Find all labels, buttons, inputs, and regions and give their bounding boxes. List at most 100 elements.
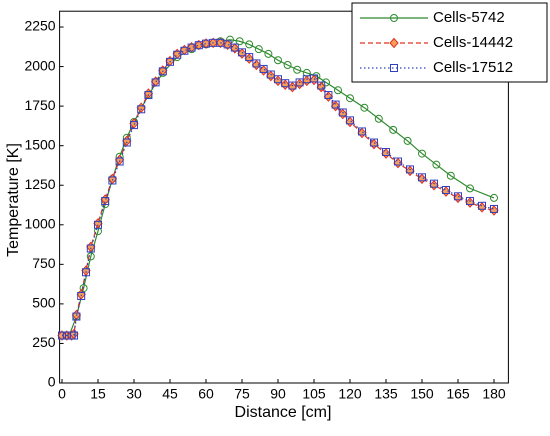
data-point — [374, 114, 383, 123]
series-line — [62, 42, 495, 337]
data-point — [108, 176, 117, 185]
y-tick-label: 500 — [32, 295, 56, 311]
data-point — [490, 193, 498, 202]
data-point — [293, 65, 302, 74]
x-tick-label: 135 — [374, 386, 398, 402]
x-tick-label: 105 — [302, 386, 326, 402]
x-tick-label: 0 — [58, 386, 66, 402]
data-point — [381, 148, 391, 159]
legend-label: Cells-14442 — [433, 34, 513, 51]
data-point — [86, 252, 95, 261]
legend-marker — [389, 37, 399, 49]
y-tick-label: 2000 — [24, 57, 55, 73]
data-point — [477, 202, 487, 213]
data-point — [258, 65, 269, 76]
y-axis-label: Temperature [K] — [5, 143, 22, 257]
data-point — [369, 138, 379, 150]
data-point — [432, 160, 441, 169]
data-point — [489, 205, 499, 216]
data-point — [77, 291, 86, 300]
data-point — [114, 154, 125, 166]
data-point — [418, 173, 426, 182]
data-point — [252, 59, 261, 68]
data-point — [382, 148, 390, 157]
y-tick-label: 1000 — [24, 215, 55, 231]
data-point — [389, 125, 398, 134]
data-point — [403, 136, 412, 145]
data-point — [330, 100, 341, 112]
data-point — [70, 331, 78, 340]
legend-label: Cells-5742 — [433, 9, 505, 26]
data-point — [82, 268, 90, 277]
data-point — [151, 78, 160, 87]
data-point — [280, 79, 290, 91]
legend-label: Cells-17512 — [433, 59, 513, 76]
data-point — [357, 127, 367, 139]
data-point — [115, 157, 124, 166]
data-point — [405, 165, 415, 177]
x-tick-label: 75 — [234, 386, 250, 402]
data-point — [264, 49, 273, 58]
data-point — [107, 173, 118, 185]
data-point — [430, 179, 438, 188]
y-tick-label: 1250 — [24, 176, 55, 192]
data-point — [346, 116, 354, 125]
data-point — [130, 121, 138, 130]
data-point — [158, 67, 167, 76]
x-tick-label: 45 — [162, 386, 178, 402]
data-point — [86, 244, 95, 253]
x-tick-label: 15 — [90, 386, 106, 402]
x-tick-label: 60 — [198, 386, 214, 402]
data-point — [358, 127, 366, 136]
data-point — [58, 331, 66, 340]
x-tick-label: 165 — [446, 386, 470, 402]
x-tick-label: 120 — [338, 386, 362, 402]
data-point — [490, 204, 498, 213]
data-point — [86, 241, 96, 253]
data-point — [442, 185, 450, 194]
data-point — [186, 42, 197, 53]
x-tick-label: 30 — [126, 386, 142, 402]
data-point — [317, 81, 326, 90]
y-tick-label: 0 — [48, 374, 56, 390]
data-point — [266, 70, 275, 79]
data-point — [360, 103, 369, 112]
data-point — [274, 56, 282, 65]
data-point — [94, 220, 102, 229]
series-line — [62, 42, 495, 337]
y-tick-label: 750 — [32, 255, 56, 271]
data-point — [324, 91, 333, 100]
data-point — [245, 40, 254, 49]
x-tick-label: 150 — [410, 386, 434, 402]
y-tick-label: 1750 — [24, 97, 55, 113]
data-point — [230, 43, 239, 52]
data-point — [235, 37, 244, 46]
data-point — [334, 86, 342, 95]
data-point — [406, 165, 414, 174]
data-point — [478, 201, 486, 210]
legend-marker — [390, 14, 398, 22]
data-point — [465, 197, 475, 208]
y-tick-label: 250 — [32, 334, 56, 350]
x-tick-label: 90 — [270, 386, 286, 402]
plot-frame — [59, 10, 509, 384]
data-point — [394, 157, 402, 166]
data-point — [259, 64, 268, 73]
data-point — [294, 78, 305, 90]
data-point — [454, 192, 462, 201]
data-point — [166, 57, 174, 66]
data-point — [323, 91, 334, 102]
data-point — [254, 45, 263, 54]
data-point — [338, 108, 347, 117]
data-point — [136, 102, 146, 113]
data-point — [370, 138, 378, 147]
data-point — [245, 53, 254, 62]
data-point — [393, 157, 403, 169]
data-point — [417, 173, 427, 185]
data-point — [283, 60, 292, 69]
data-point — [101, 197, 110, 206]
data-point — [201, 38, 211, 49]
x-tick-label: 180 — [482, 386, 506, 402]
data-point — [466, 184, 474, 193]
